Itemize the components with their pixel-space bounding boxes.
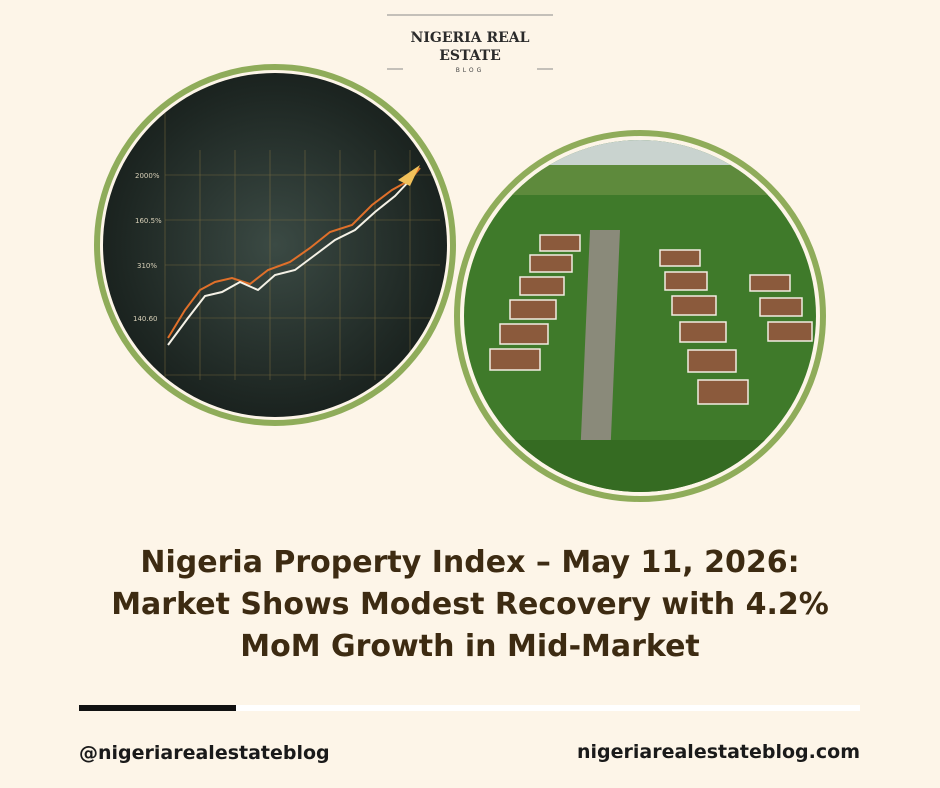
logo-subtitle: BLOG xyxy=(456,67,485,74)
headline-line: Market Shows Modest Recovery with 4.2% xyxy=(111,587,829,622)
social-handle: @nigeriarealestateblog xyxy=(79,742,330,764)
logo-title: NIGERIA REAL xyxy=(411,30,530,46)
chart-photo: 2000% 160.5% 310% 140.60 xyxy=(103,73,447,417)
divider xyxy=(236,705,860,711)
headline-line: Nigeria Property Index – May 11, 2026: xyxy=(140,545,799,580)
headline-line: MoM Growth in Mid-Market xyxy=(240,629,700,664)
photo-axis-label: 160.5% xyxy=(135,217,162,225)
logo-title: ESTATE xyxy=(439,48,501,64)
photo-axis-label: 2000% xyxy=(135,172,160,180)
website: nigeriarealestateblog.com xyxy=(577,741,860,763)
divider-accent xyxy=(79,705,236,711)
photo-axis-label: 310% xyxy=(137,262,157,270)
photo-axis-label: 140.60 xyxy=(133,315,158,323)
